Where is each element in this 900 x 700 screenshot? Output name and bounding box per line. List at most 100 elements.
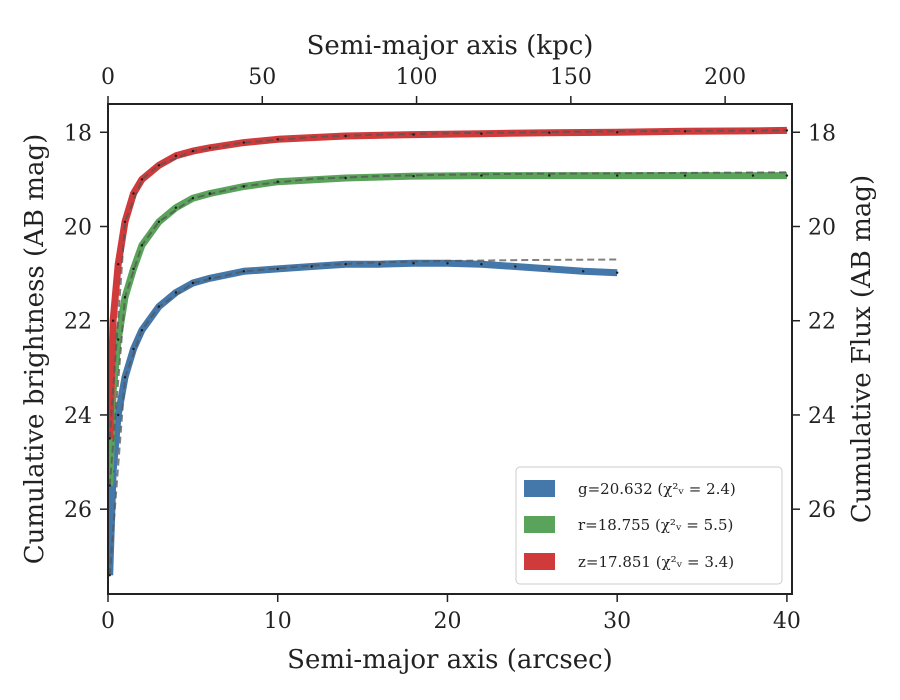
data-point-r: [132, 267, 135, 271]
legend-swatch-g: [524, 480, 555, 497]
y-tick-label: 24: [64, 404, 92, 429]
data-point-r: [242, 185, 245, 188]
plot-frame: [107, 103, 793, 595]
x-axis-label: Semi-major axis (arcsec): [287, 645, 613, 675]
x-top-tick-label: 200: [704, 65, 746, 90]
legend-label-g: g=20.632 (χ²ᵥ = 2.4): [578, 480, 736, 498]
x-top-axis-label: Semi-major axis (kpc): [307, 31, 594, 61]
data-point-z: [108, 437, 111, 440]
data-point-z: [157, 164, 161, 167]
data-point-g: [108, 574, 111, 577]
data-point-r: [191, 197, 195, 200]
data-point-g: [276, 267, 279, 271]
data-point-z: [785, 129, 789, 132]
legend: g=20.632 (χ²ᵥ = 2.4) r=18.755 (χ²ᵥ = 5.5…: [515, 466, 783, 585]
data-point-r: [751, 174, 755, 177]
legend-box: [515, 466, 783, 585]
data-point-r: [123, 296, 127, 299]
data-point-g: [174, 291, 178, 294]
y-tick-label: 22: [64, 310, 92, 335]
data-point-g: [582, 270, 585, 273]
data-point-z: [117, 263, 120, 266]
data-point-g: [140, 329, 144, 332]
data-point-r: [683, 174, 687, 177]
x-top-tick-label: 0: [101, 65, 115, 90]
data-point-g: [412, 262, 415, 265]
data-point-r: [174, 206, 178, 209]
data-point-z: [111, 319, 115, 322]
data-point-r: [480, 174, 483, 177]
y-axis-label: Cumulative brightness (AB mag): [20, 134, 50, 565]
data-point-r: [616, 174, 619, 177]
data-point-r: [208, 192, 211, 195]
y-tick-label: 18: [64, 121, 92, 146]
data-point-z: [123, 220, 127, 223]
y-right-tick-label: 18: [808, 121, 836, 146]
data-point-z: [191, 149, 195, 153]
y-tick-label: 20: [64, 216, 92, 241]
x-tick-label: 30: [603, 609, 631, 634]
data-point-g: [514, 265, 517, 268]
plot-marks: [108, 126, 789, 577]
data-point-g: [208, 277, 211, 280]
data-point-z: [140, 178, 144, 181]
legend-swatch-z: [524, 553, 555, 570]
legend-swatch-r: [524, 516, 555, 533]
legend-label-r: r=18.755 (χ²ᵥ = 5.5): [578, 516, 733, 534]
data-point-g: [123, 376, 127, 379]
data-point-r: [276, 180, 279, 183]
x-top-tick-label: 150: [550, 65, 592, 90]
data-point-g: [378, 263, 381, 266]
y-right-tick-label: 26: [808, 498, 836, 523]
data-point-r: [785, 174, 789, 177]
data-point-g: [191, 281, 195, 285]
y-right-axis-label: Cumulative Flux (AB mag): [847, 175, 877, 523]
data-point-z: [480, 132, 483, 135]
data-point-r: [344, 176, 347, 180]
model-line-g: [108, 258, 618, 576]
data-point-z: [132, 192, 135, 195]
data-point-r: [412, 174, 415, 178]
data-point-r: [157, 220, 161, 223]
data-point-z: [242, 141, 245, 144]
data-point-g: [310, 265, 313, 268]
data-point-g: [446, 262, 449, 265]
legend-label-z: z=17.851 (χ²ᵥ = 3.4): [578, 553, 734, 571]
y-tick-label: 26: [64, 498, 92, 523]
model-line-z: [108, 129, 787, 439]
data-point-g: [548, 267, 551, 271]
x-top-tick-label: 50: [248, 65, 276, 90]
data-point-g: [157, 305, 161, 308]
data-point-r: [548, 174, 551, 177]
series-band-r: [108, 172, 787, 486]
x-tick-label: 0: [101, 609, 115, 634]
data-point-z: [276, 138, 279, 141]
data-point-g: [616, 271, 619, 274]
x-tick-label: 10: [264, 609, 292, 634]
data-point-g: [117, 413, 120, 417]
data-point-z: [344, 134, 347, 138]
data-point-z: [208, 146, 211, 149]
data-point-z: [683, 130, 687, 133]
model-line-r: [108, 171, 787, 486]
data-point-z: [548, 131, 551, 134]
x-tick-label: 40: [773, 609, 801, 634]
data-point-z: [412, 133, 415, 136]
data-point-g: [480, 263, 483, 266]
data-point-r: [108, 484, 111, 487]
y-right-tick-label: 20: [808, 216, 836, 241]
data-point-z: [174, 154, 178, 157]
y-right-tick-label: 22: [808, 310, 836, 335]
y-right-tick-label: 24: [808, 404, 836, 429]
data-point-g: [242, 270, 245, 273]
x-tick-label: 20: [433, 609, 461, 634]
data-point-g: [132, 347, 135, 351]
data-point-z: [751, 129, 755, 133]
data-point-r: [140, 244, 144, 247]
plot-area: [108, 126, 789, 577]
x-top-tick-label: 100: [396, 65, 438, 90]
axes: 0 10 20 30 40 0 50 100 150 200 18 18 20 20 22 22 24 24 26 2…: [64, 65, 836, 634]
data-point-z: [616, 131, 619, 134]
data-point-g: [344, 263, 347, 266]
